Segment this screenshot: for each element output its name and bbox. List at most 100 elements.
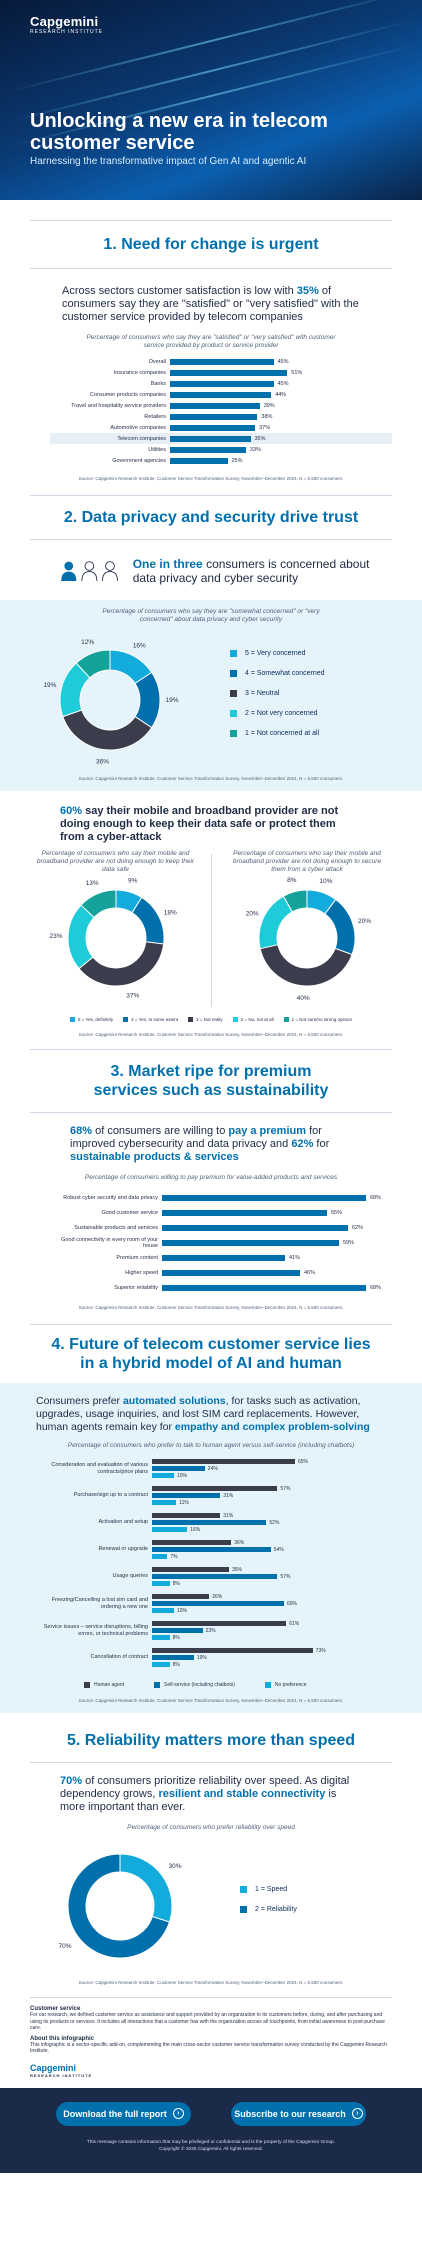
donut-slice [282,889,308,913]
bar [162,1209,327,1216]
capgemini-logo: Capgemini RESEARCH INSTITUTE [30,14,103,35]
bar-group: Freezing/Cancelling a lost sim card and … [40,1593,392,1614]
source-note: Source: Capgemini Research Institute, Cu… [78,776,344,781]
lead-highlight: 35% [296,285,319,297]
donut-label: 16% [133,642,146,649]
concern-callout: One in three consumers is concerned abou… [0,540,422,600]
bar-row: 23% [152,1627,299,1634]
bar-value: 59% [343,1239,355,1246]
bar-value: 55% [331,1209,343,1216]
bar-row: 35% [152,1566,290,1573]
lead-text: for improved cybersecurity and data priv… [70,1125,322,1150]
bar-stack: 31% 52% 16% [152,1512,279,1533]
bar [152,1662,170,1667]
bar [170,424,256,431]
bar [152,1628,203,1633]
lead-highlight: One in three [132,557,203,571]
bar-value: 31% [223,1512,234,1519]
bar-row: 54% [152,1546,284,1553]
subscribe-button[interactable]: Subscribe to our research › [231,2101,366,2126]
provider-legend: 5 = Yes, definitely 4 = Yes, to some exte… [0,1011,422,1026]
bar-label: Banks [150,380,166,387]
bar-row: 8% [152,1634,299,1641]
legend-label: 2 = Reliability [255,1906,297,1913]
concern-chart-row: 16% 19% 36% 19% 12% 5 = Very concerned 4 = So… [0,624,422,770]
bar-label: Activation and setup [98,1519,148,1526]
donut-slice [258,895,293,950]
lead-text: consumers is concerned about data privac… [132,557,370,585]
download-report-button[interactable]: Download the full report › [56,2101,191,2126]
bar-value: 19% [196,1654,207,1661]
bar-label: Overall [148,358,166,365]
source-note: Source: Capgemini Research Institute, Cu… [78,476,344,481]
lead-highlight: resilient and stable connectivity [158,1788,326,1800]
bar-label: Cancellation of contract [90,1654,148,1661]
hybrid-legend: Human agent Self-service (including chatb… [0,1674,422,1688]
satisfaction-bar-chart: Overall 45% Insurance companies 51% Banks 45%… [0,356,422,466]
bar-row: Retailers 38% [50,411,392,422]
bar-value: 26% [212,1593,223,1600]
bar-value: 11% [179,1499,189,1506]
bar [152,1581,170,1586]
bar-row: 73% [152,1647,326,1654]
notes-heading: About this infographic [30,2035,94,2042]
bar-label: Travel and hospitality service providers [71,402,166,409]
lead-text: Across sectors customer satisfaction is … [62,285,297,297]
bar [162,1239,339,1246]
bar-label: Telecom companies [117,435,166,442]
page-title: Unlocking a new era in telecom customer … [30,110,328,154]
bar [170,446,246,453]
footer: Download the full report › Subscribe to … [0,2087,422,2173]
legend-item: 5 = Yes, definitely [69,1017,113,1022]
bar-row: Automotive companies 37% [50,422,392,433]
legend-label: 4 = Somewhat concerned [245,670,325,677]
bar-row: Banks 45% [50,378,392,389]
bar-value: 68% [370,1194,382,1201]
brand-sub: RESEARCH INSTITUTE [30,29,104,35]
legend-label: 2 = Not very concerned [245,710,318,717]
bar-group: Usage queries 35% 57% 8% [40,1566,392,1587]
data-safe-donut-chart: 9% 18% 37% 23% 13% [49,877,176,999]
bar-row: Robust cyber security and data privacy 68… [52,1190,392,1205]
bar-row: 60% [152,1600,297,1607]
bar-row: 8% [152,1580,290,1587]
legend-swatch [264,1682,271,1688]
chart-caption: Percentage of consumers who prefer to ta… [67,1442,355,1449]
donut-label: 20% [246,911,259,918]
bar-value: 10% [177,1472,188,1479]
bar-value: 10% [177,1607,188,1614]
bar-value: 33% [249,446,261,453]
arrow-right-icon: › [351,2108,363,2119]
hero-banner: Capgemini RESEARCH INSTITUTE Unlocking a… [0,0,422,200]
donut-label: 9% [128,877,138,884]
reliability-chart-row: 30% 70% 1 = Speed 2 = Reliability [0,1836,422,1976]
lead-text: , for tasks such as activation, upgrades… [36,1395,361,1433]
legend-item: 1 = Not concerned at all [230,730,325,737]
section-3-lead: 68% of consumers are willing to pay a pr… [0,1113,422,1164]
bar-value: 24% [207,1465,218,1472]
legend-swatch [240,1906,247,1913]
bar [152,1601,284,1606]
chart-caption: Percentage of consumers who say they are… [86,334,336,349]
divider [30,1762,392,1763]
chart-caption: Percentage of consumers willing to pay p… [84,1174,338,1181]
bar-label: Renewal or upgrade [98,1546,148,1553]
bar-label: Usage queries [112,1573,148,1580]
bar-row: Overall 45% [50,356,392,367]
lead-highlight: 68% [70,1125,93,1137]
concern-chart-panel: Percentage of consumers who say they are… [0,600,422,791]
legend-swatch [84,1682,90,1688]
donut-slice [77,941,164,987]
bar [170,402,260,409]
bar-label: Retailers [144,413,166,420]
section-2: 2. Data privacy and security drive trust… [0,495,422,1049]
bar-label: Good customer service [101,1209,158,1216]
bar-label: Good connectivity in every room of your … [61,1236,158,1249]
concern-donut-chart: 16% 19% 36% 19% 12% [43,639,178,765]
legend-swatch [283,1017,289,1022]
provider-donut-right-wrap: Percentage of consumers who say their mo… [212,850,402,1011]
section-1-lead: Across sectors customer satisfaction is … [0,269,422,324]
bar-value: 35% [232,1566,243,1573]
lead-highlight: 60% [60,805,83,817]
footer-buttons: Download the full report › Subscribe to … [56,2101,366,2126]
